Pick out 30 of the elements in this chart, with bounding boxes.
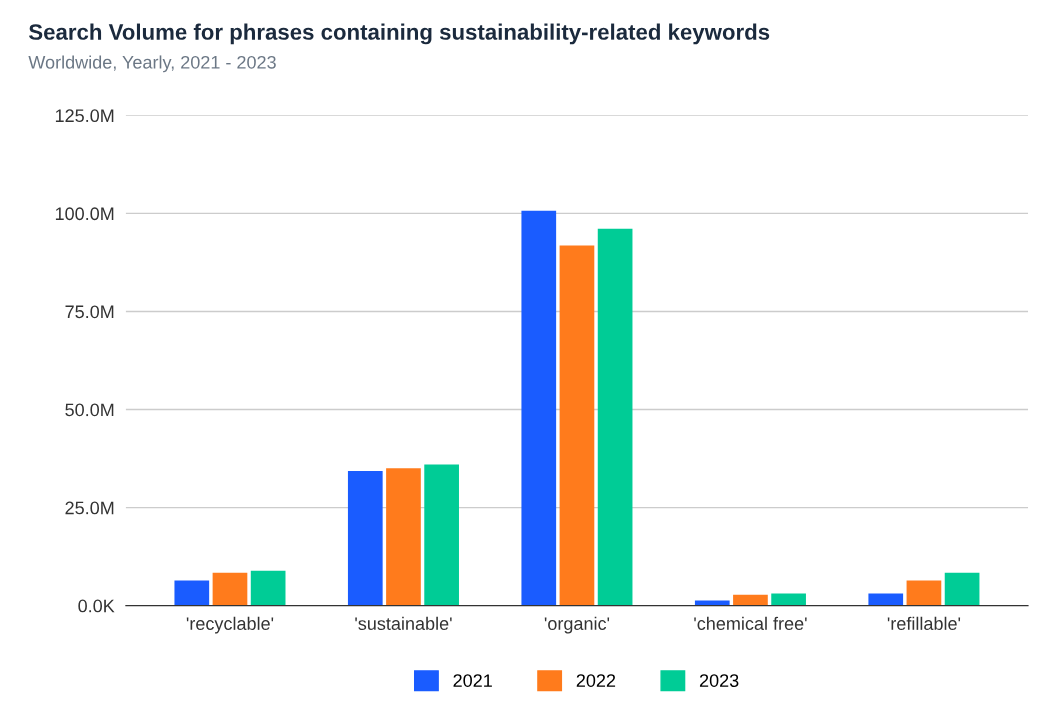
bar [868, 593, 904, 606]
bar [212, 572, 248, 606]
bar [733, 594, 768, 606]
legend-label: 2023 [699, 674, 739, 687]
x-tick-label: 'refillable' [887, 616, 961, 631]
bar [521, 210, 557, 606]
y-tick-label: 50.0M [65, 403, 114, 417]
bar [559, 245, 595, 606]
bar [906, 580, 942, 606]
bar [250, 570, 286, 606]
x-tick-label: 'organic' [544, 616, 610, 634]
bar [597, 228, 633, 606]
legend-label: 2021 [453, 674, 492, 687]
y-tick-label: 125.0M [55, 109, 114, 123]
bar [347, 471, 383, 606]
bar [424, 464, 459, 606]
x-tick-label: 'sustainable' [355, 616, 452, 631]
y-tick-label: 0.0K [78, 599, 115, 613]
x-tick-label: 'chemical free' [694, 616, 807, 631]
chart-subtitle: Worldwide, Yearly, 2021 - 2023 [28, 55, 276, 73]
y-tick-label: 100.0M [55, 207, 114, 221]
x-tick-label: 'recyclable' [186, 616, 274, 634]
y-tick-label: 25.0M [65, 501, 114, 515]
chart-title: Search Volume for phrases containing sustainability-related keywords [28, 23, 770, 45]
legend-label: 2022 [576, 674, 616, 687]
bar [174, 580, 210, 606]
bar [944, 572, 980, 606]
bar [771, 593, 806, 606]
y-tick-label: 75.0M [65, 305, 114, 319]
bar [386, 468, 421, 606]
